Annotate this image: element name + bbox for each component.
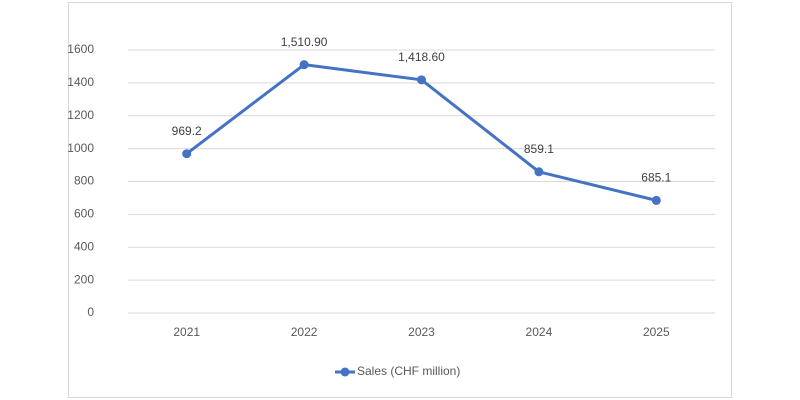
y-tick-label: 1200 bbox=[67, 108, 94, 122]
legend-label: Sales (CHF million) bbox=[357, 364, 460, 378]
value-label: 859.1 bbox=[524, 142, 554, 156]
y-tick-label: 200 bbox=[74, 272, 94, 286]
legend-marker bbox=[340, 367, 350, 377]
x-tick-label: 2022 bbox=[291, 325, 318, 339]
value-label: 1,510.90 bbox=[281, 35, 328, 49]
y-tick-label: 1600 bbox=[67, 42, 94, 56]
point bbox=[651, 195, 661, 205]
y-tick-label: 1000 bbox=[67, 141, 94, 155]
x-tick-label: 2024 bbox=[526, 325, 553, 339]
point bbox=[299, 60, 309, 70]
value-label: 969.2 bbox=[172, 124, 202, 138]
y-tick-label: 1400 bbox=[67, 75, 94, 89]
point bbox=[182, 149, 192, 159]
value-label: 1,418.60 bbox=[398, 50, 445, 64]
x-tick-label: 2025 bbox=[643, 325, 670, 339]
point bbox=[534, 167, 544, 177]
x-tick-label: 2023 bbox=[408, 325, 435, 339]
y-tick-label: 0 bbox=[87, 305, 94, 319]
point bbox=[417, 75, 426, 85]
chart-border bbox=[68, 2, 732, 398]
y-tick-label: 600 bbox=[74, 207, 94, 221]
x-tick-label: 2021 bbox=[173, 325, 200, 339]
y-tick-label: 800 bbox=[74, 174, 94, 188]
value-label: 685.1 bbox=[641, 171, 671, 185]
y-tick-label: 400 bbox=[74, 239, 94, 253]
